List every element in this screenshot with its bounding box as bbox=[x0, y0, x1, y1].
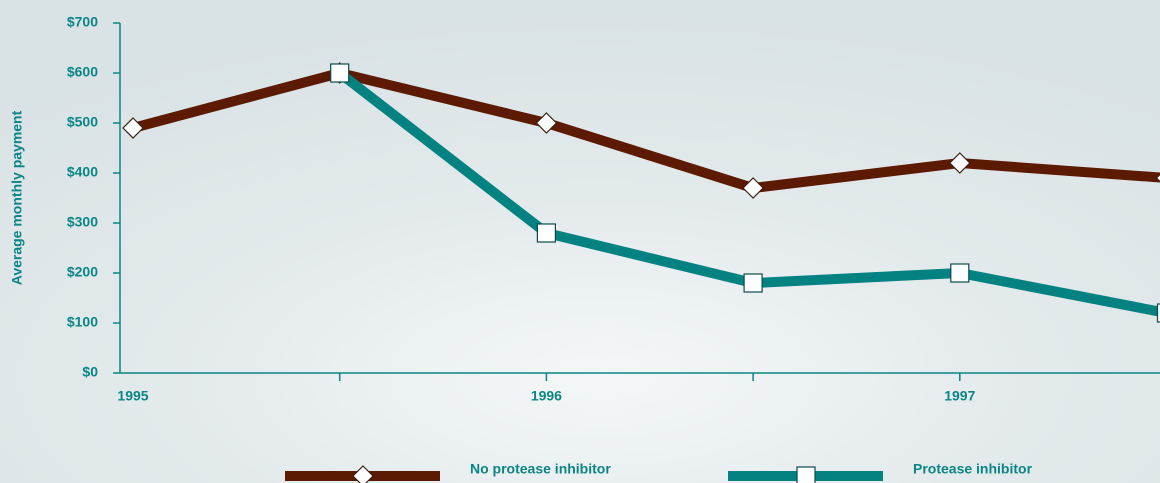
x-tick-label: 1997 bbox=[944, 388, 975, 404]
y-tick-label: $600 bbox=[67, 64, 98, 80]
chart: Average monthly payment $0 $100 $200 $300 $4… bbox=[0, 0, 1160, 483]
marker bbox=[744, 274, 762, 292]
y-tick-label: $200 bbox=[67, 264, 98, 280]
marker bbox=[331, 64, 349, 82]
y-tick-label: $100 bbox=[67, 314, 98, 330]
marker bbox=[951, 264, 969, 282]
legend-label: Protease inhibitor bbox=[913, 461, 1033, 477]
y-tick-label: $0 bbox=[82, 364, 98, 380]
marker bbox=[537, 224, 555, 242]
legend-label: No protease inhibitor bbox=[470, 461, 611, 477]
y-tick-label: $500 bbox=[67, 114, 98, 130]
y-tick-label: $700 bbox=[67, 14, 98, 30]
y-tick-label: $300 bbox=[67, 214, 98, 230]
legend-marker bbox=[797, 467, 815, 483]
page: Average monthly payment $0 $100 $200 $300 $4… bbox=[0, 0, 1160, 483]
x-tick-label: 1995 bbox=[117, 388, 148, 404]
x-tick-label: 1996 bbox=[531, 388, 562, 404]
y-axis-label: Average monthly payment bbox=[9, 110, 25, 285]
y-tick-label: $400 bbox=[67, 164, 98, 180]
